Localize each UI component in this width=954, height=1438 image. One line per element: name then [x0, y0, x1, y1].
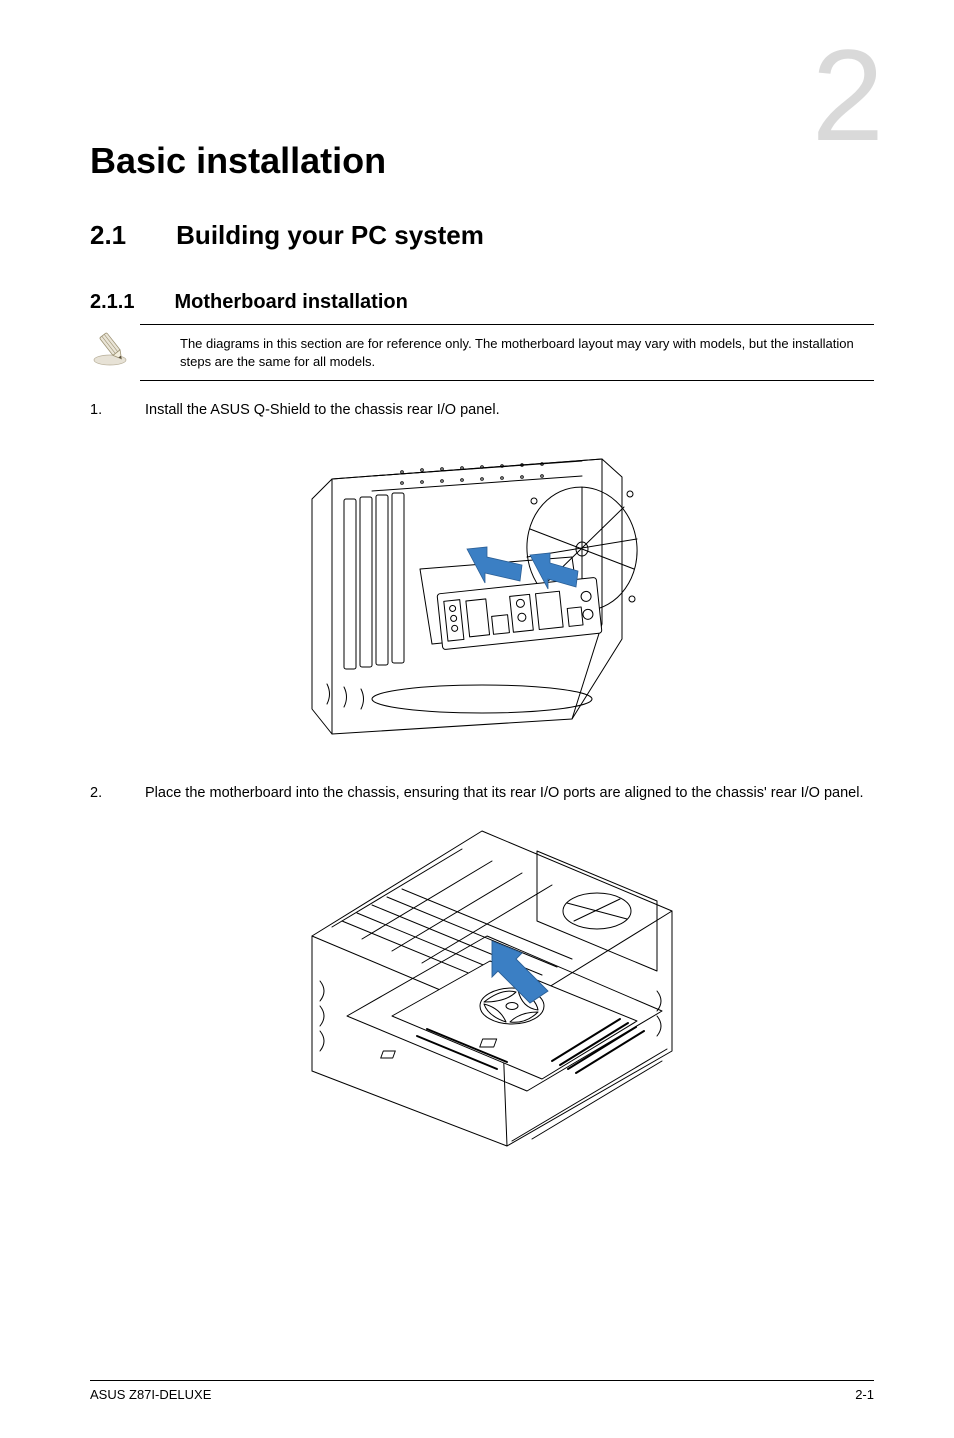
- subsection-heading: 2.1.1 Motherboard installation: [90, 291, 874, 314]
- step-text: Install the ASUS Q-Shield to the chassis…: [145, 401, 874, 421]
- section-heading: 2.1 Building your PC system: [90, 220, 874, 251]
- figure-qshield: [90, 439, 874, 764]
- figure-motherboard: [90, 821, 874, 1156]
- page-footer: ASUS Z87I-DELUXE 2-1: [90, 1380, 874, 1402]
- step-number: 2.: [90, 784, 145, 804]
- subsection-number: 2.1.1: [90, 291, 134, 314]
- step-2: 2. Place the motherboard into the chassi…: [90, 784, 874, 804]
- chapter-number: 2: [812, 30, 884, 160]
- step-text: Place the motherboard into the chassis, …: [145, 784, 874, 804]
- note-block: The diagrams in this section are for ref…: [90, 324, 874, 381]
- section-number: 2.1: [90, 220, 126, 251]
- note-text: The diagrams in this section are for ref…: [140, 324, 874, 381]
- subsection-title: Motherboard installation: [174, 291, 407, 313]
- manual-page: 2 Basic installation 2.1 Building your PC…: [0, 0, 954, 1438]
- pencil-note-icon: [90, 324, 140, 373]
- footer-product: ASUS Z87I-DELUXE: [90, 1387, 211, 1402]
- footer-page-number: 2-1: [855, 1387, 874, 1402]
- step-1: 1. Install the ASUS Q-Shield to the chas…: [90, 401, 874, 421]
- step-number: 1.: [90, 401, 145, 421]
- section-title: Building your PC system: [176, 220, 484, 250]
- chapter-title: Basic installation: [90, 140, 874, 182]
